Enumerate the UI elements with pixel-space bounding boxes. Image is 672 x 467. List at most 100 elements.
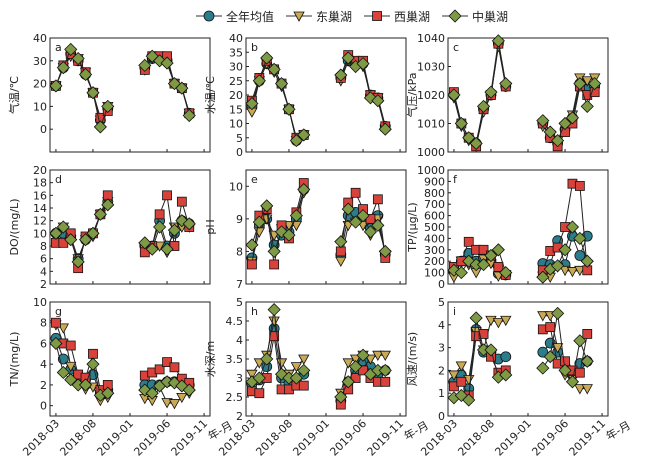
data-point <box>78 378 93 392</box>
y-tick-label: 20 <box>33 164 47 177</box>
series-3 <box>447 34 602 151</box>
data-point <box>86 357 100 371</box>
data-point <box>558 363 572 377</box>
data-point <box>378 122 392 136</box>
data-point <box>49 336 63 351</box>
data-point <box>267 62 281 76</box>
data-point <box>289 209 303 223</box>
y-tick-label: 4 <box>40 358 47 371</box>
data-point <box>379 350 391 362</box>
data-point <box>162 190 172 201</box>
y-tick-label: 5 <box>236 132 243 145</box>
y-tick-label: 5 <box>438 296 445 309</box>
panel-a: a 0 10 20 30 40 气温/℃ <box>7 32 211 153</box>
data-point <box>484 248 498 263</box>
data-point <box>182 108 196 123</box>
series-3 <box>447 220 594 284</box>
data-point <box>588 77 602 91</box>
data-point <box>500 351 512 363</box>
data-point <box>499 368 513 382</box>
data-point <box>56 365 70 380</box>
y-axis-label: DO/(mg/L) <box>8 199 21 256</box>
data-point <box>267 303 281 317</box>
data-point <box>566 267 579 278</box>
panel-h: h22.533.544.55水深/m2018-032018-082019-012… <box>204 296 431 459</box>
data-point <box>153 220 167 234</box>
x-tick-label: 2019-06 <box>327 417 369 459</box>
y-tick-label: 18 <box>33 177 47 190</box>
data-point <box>275 358 288 369</box>
data-point <box>182 383 196 397</box>
data-point <box>153 54 167 68</box>
y-axis-label: 气温/℃ <box>7 76 21 114</box>
panel-letter: i <box>453 305 456 318</box>
y-tick-label: 200 <box>424 255 445 268</box>
data-point <box>484 343 498 357</box>
data-point <box>260 199 274 213</box>
data-point <box>154 364 165 375</box>
data-point <box>462 131 476 145</box>
data-point <box>282 102 296 116</box>
y-tick-label: 0 <box>438 410 445 423</box>
y-tick-label: 3 <box>438 342 445 355</box>
data-point <box>551 134 565 148</box>
data-point <box>145 386 159 400</box>
data-point <box>371 94 385 108</box>
data-point <box>289 371 303 385</box>
data-point <box>537 311 549 322</box>
data-point <box>282 228 296 242</box>
data-point <box>57 323 70 334</box>
panel-letter: e <box>251 173 258 186</box>
series-line <box>453 43 595 145</box>
data-point <box>86 226 100 240</box>
data-point <box>574 367 585 378</box>
data-point <box>565 111 580 125</box>
data-point <box>447 88 461 102</box>
data-point <box>558 116 572 131</box>
y-tick-label: 100 <box>424 267 445 280</box>
y-tick-label: 8 <box>40 317 47 330</box>
y-axis-label: TP/(μg/L) <box>406 202 419 252</box>
data-point <box>536 361 550 375</box>
data-point <box>168 399 181 410</box>
x-tick-label: 2019-06 <box>131 417 173 459</box>
data-point <box>49 79 63 93</box>
y-tick-label: 0 <box>438 278 445 291</box>
y-tick-label: 6 <box>40 253 47 266</box>
y-tick-label: 10 <box>33 227 47 240</box>
y-axis-label: TN/(mg/L) <box>8 332 21 388</box>
y-tick-label: 4 <box>40 265 47 278</box>
data-point <box>372 350 384 362</box>
data-point <box>581 384 593 395</box>
data-point <box>101 99 115 113</box>
data-point <box>499 77 513 91</box>
y-tick-label: 4 <box>438 319 445 332</box>
y-tick-label: 0 <box>40 123 47 136</box>
data-point <box>65 361 77 373</box>
data-point <box>64 42 78 56</box>
y-tick-label: 1030 <box>417 61 445 74</box>
data-point <box>253 358 266 369</box>
panel-letter: d <box>55 173 62 186</box>
data-point <box>88 348 98 359</box>
data-point <box>260 352 274 366</box>
data-point <box>153 241 166 252</box>
data-point <box>478 329 489 339</box>
panel-letter: h <box>251 305 258 318</box>
y-tick-label: 8 <box>236 245 243 258</box>
y-axis-label: pH <box>204 219 217 234</box>
panel-letter: a <box>55 41 62 54</box>
data-point <box>356 209 370 223</box>
data-point <box>536 270 550 284</box>
data-point <box>268 316 280 327</box>
series-3 <box>49 336 196 402</box>
data-point <box>574 265 586 277</box>
data-point <box>175 81 189 95</box>
data-point <box>283 220 295 232</box>
data-point <box>56 220 70 234</box>
series-2 <box>247 178 391 270</box>
data-point <box>476 258 491 272</box>
y-tick-label: 2.5 <box>226 391 244 404</box>
data-point <box>565 220 580 234</box>
